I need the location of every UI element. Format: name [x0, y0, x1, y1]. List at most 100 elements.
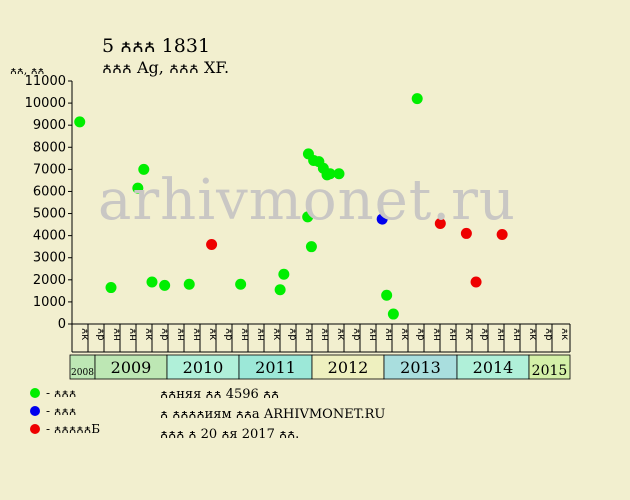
- y-tick-label: 11000: [25, 74, 66, 89]
- data-point: [278, 268, 290, 280]
- legend-item-3: - ꙉꙉꙉꙉꙉБ: [30, 420, 100, 438]
- data-point: [333, 168, 345, 180]
- legend-dot-red: [30, 424, 40, 434]
- legend-label-2: - ꙉꙉꙉ: [46, 404, 77, 418]
- legend-dot-blue: [30, 406, 40, 416]
- notes: ꙉꙉняя ꙉꙉ 4596 ꙉꙉ ꙉ ꙉꙉꙉꙉиям ꙉꙉа ARHIVMONE…: [160, 385, 385, 445]
- legend-dot-green: [30, 388, 40, 398]
- data-point: [387, 308, 399, 320]
- year-label: 2014: [473, 358, 514, 377]
- year-cell: [94, 354, 168, 380]
- data-point: [496, 229, 508, 241]
- month-label: ꙉк: [335, 328, 346, 340]
- month-label: ꙉк: [399, 328, 410, 340]
- year-label: 2012: [328, 358, 369, 377]
- legend-item-1: - ꙉꙉꙉ: [30, 384, 100, 402]
- year-label: 2010: [183, 358, 224, 377]
- year-label: 2013: [400, 358, 441, 377]
- data-point: [274, 284, 286, 296]
- month-label: ꙉк: [463, 328, 474, 340]
- note-line-2: ꙉ ꙉꙉꙉꙉиям ꙉꙉа ARHIVMONET.RU: [160, 407, 386, 422]
- month-label: ꙉн: [495, 328, 506, 341]
- month-label: ꙉн: [367, 328, 378, 341]
- data-point: [381, 289, 393, 301]
- year-cell: [238, 354, 313, 380]
- data-point: [376, 213, 388, 225]
- month-label: ꙉн: [127, 328, 138, 341]
- y-tick-label: 5000: [33, 207, 66, 222]
- y-tick-label: 7000: [33, 162, 66, 177]
- data-point: [411, 93, 423, 105]
- month-label: ꙉр: [287, 328, 298, 341]
- month-label: ꙉр: [351, 328, 362, 341]
- year-cell: [528, 354, 571, 380]
- data-point: [138, 163, 150, 175]
- y-tick-label: 9000: [33, 118, 66, 133]
- data-point: [434, 217, 446, 229]
- note-line-3: ꙉꙉꙉ ꙉ 20 ꙉя 2017 ꙉꙉ.: [160, 427, 300, 442]
- watermark: arhivmonet.ru: [98, 168, 516, 233]
- data-point: [305, 241, 317, 253]
- month-label: ꙉр: [415, 328, 426, 341]
- month-label: ꙉк: [527, 328, 538, 340]
- year-label: 2011: [255, 358, 296, 377]
- data-point: [206, 238, 218, 250]
- month-label: ꙉн: [191, 328, 202, 341]
- y-tick-label: 2000: [33, 273, 66, 288]
- month-label: ꙉн: [431, 328, 442, 341]
- y-tick-label: 10000: [25, 96, 66, 111]
- month-label: ꙉр: [159, 328, 170, 341]
- month-label: ꙉр: [479, 328, 490, 341]
- y-tick-label: 0: [58, 317, 66, 332]
- year-cell: [166, 354, 240, 380]
- y-tick-label: 6000: [33, 184, 66, 199]
- year-label: 2009: [111, 358, 152, 377]
- year-cell: [383, 354, 458, 380]
- legend-label-3: - ꙉꙉꙉꙉꙉБ: [46, 422, 101, 436]
- data-point: [74, 116, 86, 128]
- month-label: ꙉк: [559, 328, 570, 340]
- month-label: ꙉк: [79, 328, 90, 340]
- month-label: ꙉк: [207, 328, 218, 340]
- year-cell: [311, 354, 385, 380]
- y-tick-label: 4000: [33, 229, 66, 244]
- month-label: ꙉр: [543, 328, 554, 341]
- month-label: ꙉн: [303, 328, 314, 341]
- data-point: [159, 279, 171, 291]
- data-point: [146, 276, 158, 288]
- y-tick-label: 1000: [33, 295, 66, 310]
- year-cell: [69, 354, 96, 380]
- data-point: [105, 282, 117, 294]
- month-label: ꙉр: [223, 328, 234, 341]
- month-label: ꙉк: [271, 328, 282, 340]
- month-label: ꙉн: [111, 328, 122, 341]
- data-point: [460, 227, 472, 239]
- month-label: ꙉн: [447, 328, 458, 341]
- y-axis-label: ꙉꙉ, ꙉꙉ: [10, 64, 45, 77]
- data-point: [324, 168, 336, 180]
- legend: - ꙉꙉꙉ - ꙉꙉꙉ - ꙉꙉꙉꙉꙉБ: [30, 384, 100, 438]
- data-point: [183, 278, 195, 290]
- year-label: 2008: [71, 368, 94, 378]
- data-point: [470, 276, 482, 288]
- month-label: ꙉр: [95, 328, 106, 341]
- month-label: ꙉн: [239, 328, 250, 341]
- chart-subtitle: ꙉꙉꙉ Ag, ꙉꙉꙉ XF.: [102, 58, 230, 77]
- y-tick-label: 3000: [33, 251, 66, 266]
- year-label: 2015: [532, 363, 568, 379]
- month-label: ꙉн: [511, 328, 522, 341]
- note-line-1: ꙉꙉняя ꙉꙉ 4596 ꙉꙉ: [160, 387, 280, 402]
- month-label: ꙉн: [255, 328, 266, 341]
- y-tick-label: 8000: [33, 140, 66, 155]
- month-label: ꙉк: [143, 328, 154, 340]
- month-label: ꙉн: [319, 328, 330, 341]
- legend-item-2: - ꙉꙉꙉ: [30, 402, 100, 420]
- month-label: ꙉн: [383, 328, 394, 341]
- data-point: [235, 278, 247, 290]
- data-point: [302, 211, 314, 223]
- legend-label-1: - ꙉꙉꙉ: [46, 386, 77, 400]
- chart-title: 5 ꙉꙉꙉ 1831: [102, 35, 211, 57]
- month-label: ꙉн: [175, 328, 186, 341]
- data-point: [132, 182, 144, 194]
